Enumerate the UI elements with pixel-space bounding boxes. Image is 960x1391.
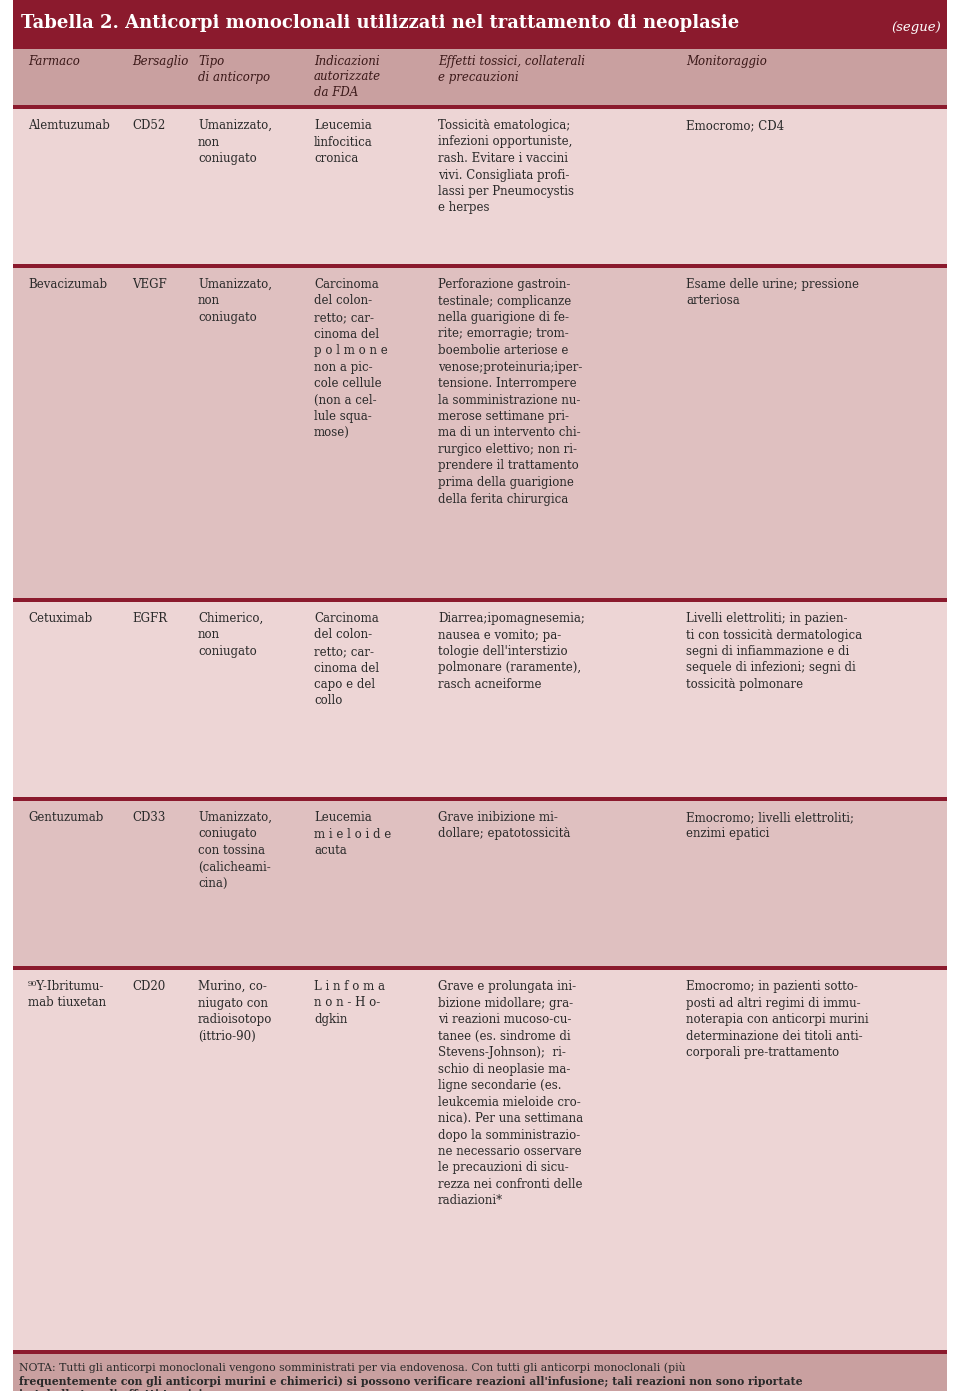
- Text: L i n f o m a
n o n - H o-
dgkin: L i n f o m a n o n - H o- dgkin: [314, 981, 385, 1027]
- Bar: [13, 264, 947, 268]
- Text: Effetti tossici, collaterali
e precauzioni: Effetti tossici, collaterali e precauzio…: [438, 56, 585, 83]
- Text: CD33: CD33: [132, 811, 165, 823]
- Text: frequentemente con gli anticorpi murini e chimerici) si possono verificare reazi: frequentemente con gli anticorpi murini …: [19, 1376, 803, 1387]
- Text: Farmaco: Farmaco: [28, 56, 80, 68]
- Text: Carcinoma
del colon-
retto; car-
cinoma del
p o l m o n e
non a pic-
cole cellul: Carcinoma del colon- retto; car- cinoma …: [314, 278, 388, 440]
- Text: Tabella 2. Anticorpi monoclonali utilizzati nel trattamento di neoplasie: Tabella 2. Anticorpi monoclonali utilizz…: [21, 14, 739, 32]
- Text: Emocromo; livelli elettroliti;
enzimi epatici: Emocromo; livelli elettroliti; enzimi ep…: [686, 811, 854, 840]
- Text: Grave inibizione mi-
dollare; epatotossicità: Grave inibizione mi- dollare; epatotossi…: [438, 811, 570, 840]
- Text: Umanizzato,
non
coniugato: Umanizzato, non coniugato: [198, 120, 272, 166]
- Text: Chimerico,
non
coniugato: Chimerico, non coniugato: [198, 612, 263, 658]
- Text: Leucemia
m i e l o i d e
acuta: Leucemia m i e l o i d e acuta: [314, 811, 392, 857]
- Text: Esame delle urine; pressione
arteriosa: Esame delle urine; pressione arteriosa: [686, 278, 859, 307]
- Bar: [13, 801, 947, 965]
- Text: Alemtuzumab: Alemtuzumab: [28, 120, 109, 132]
- Text: Emocromo; CD4: Emocromo; CD4: [686, 120, 784, 132]
- Text: Emocromo; in pazienti sotto-
posti ad altri regimi di immu-
noterapia con antico: Emocromo; in pazienti sotto- posti ad al…: [686, 981, 869, 1059]
- Text: Diarrea;ipomagnesemia;
nausea e vomito; pa-
tologie dell'interstizio
polmonare (: Diarrea;ipomagnesemia; nausea e vomito; …: [438, 612, 585, 691]
- Bar: [13, 0, 947, 8]
- Text: Bevacizumab: Bevacizumab: [28, 278, 108, 291]
- Text: Cetuximab: Cetuximab: [28, 612, 92, 625]
- Text: Bersaglio: Bersaglio: [132, 56, 188, 68]
- Text: Monitoraggio: Monitoraggio: [686, 56, 767, 68]
- Text: Umanizzato,
coniugato
con tossina
(calicheami-
cina): Umanizzato, coniugato con tossina (calic…: [198, 811, 272, 890]
- Bar: [13, 970, 947, 1351]
- Text: Gentuzumab: Gentuzumab: [28, 811, 104, 823]
- Text: Murino, co-
niugato con
radioisotopo
(ittrio-90): Murino, co- niugato con radioisotopo (it…: [198, 981, 273, 1042]
- Text: Perforazione gastroin-
testinale; complicanze
nella guarigione di fe-
rite; emor: Perforazione gastroin- testinale; compli…: [438, 278, 583, 505]
- Text: NOTA: Tutti gli anticorpi monoclonali vengono somministrati per via endovenosa. : NOTA: Tutti gli anticorpi monoclonali ve…: [19, 1362, 685, 1373]
- Text: ⁹⁰Y-Ibritumu-
mab tiuxetan: ⁹⁰Y-Ibritumu- mab tiuxetan: [28, 981, 107, 1010]
- Text: Grave e prolungata ini-
bizione midollare; gra-
vi reazioni mucoso-cu-
tanee (es: Grave e prolungata ini- bizione midollar…: [438, 981, 583, 1207]
- Text: Leucemia
linfocitica
cronica: Leucemia linfocitica cronica: [314, 120, 372, 166]
- Bar: [13, 268, 947, 598]
- Text: Indicazioni
autorizzate
da FDA: Indicazioni autorizzate da FDA: [314, 56, 381, 99]
- Text: Tipo
di anticorpo: Tipo di anticorpo: [198, 56, 270, 83]
- Bar: [13, 104, 947, 108]
- Text: CD52: CD52: [132, 120, 165, 132]
- Bar: [13, 1353, 947, 1391]
- Bar: [13, 49, 947, 104]
- Text: Livelli elettroliti; in pazien-
ti con tossicità dermatologica
segni di infiamma: Livelli elettroliti; in pazien- ti con t…: [686, 612, 862, 691]
- Text: Umanizzato,
non
coniugato: Umanizzato, non coniugato: [198, 278, 272, 324]
- Bar: [13, 108, 947, 264]
- Bar: [13, 1351, 947, 1353]
- Bar: [13, 8, 947, 45]
- Bar: [13, 602, 947, 797]
- Text: (segue): (segue): [891, 21, 941, 33]
- Bar: [13, 797, 947, 801]
- Text: VEGF: VEGF: [132, 278, 167, 291]
- Text: CD20: CD20: [132, 981, 165, 993]
- Text: Tossicità ematologica;
infezioni opportuniste,
rash. Evitare i vaccini
vivi. Con: Tossicità ematologica; infezioni opportu…: [438, 120, 574, 214]
- Text: EGFR: EGFR: [132, 612, 167, 625]
- Bar: [13, 965, 947, 970]
- Bar: [13, 598, 947, 602]
- Bar: [13, 45, 947, 49]
- Text: Carcinoma
del colon-
retto; car-
cinoma del
capo e del
collo: Carcinoma del colon- retto; car- cinoma …: [314, 612, 379, 708]
- Text: in tabella tra gli effetti tossici: in tabella tra gli effetti tossici: [19, 1390, 203, 1391]
